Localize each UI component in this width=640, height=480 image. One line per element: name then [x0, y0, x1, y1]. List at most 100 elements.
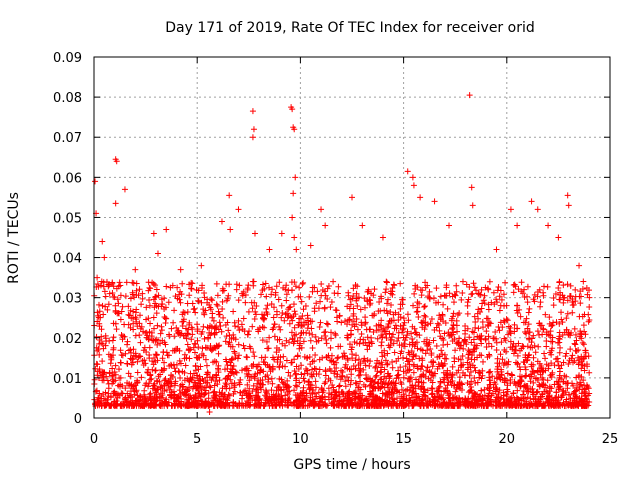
data-point	[544, 390, 551, 397]
data-point	[406, 375, 413, 382]
data-point	[575, 359, 582, 366]
data-point	[249, 323, 256, 330]
data-point	[245, 331, 252, 338]
data-point	[386, 344, 393, 351]
data-point	[191, 395, 198, 402]
data-point	[416, 355, 423, 362]
data-point	[334, 318, 341, 325]
data-point	[560, 282, 567, 289]
data-point	[400, 315, 407, 322]
data-point	[505, 331, 512, 338]
data-point	[450, 321, 457, 328]
data-point	[223, 297, 230, 304]
data-point	[530, 332, 537, 339]
data-point	[454, 328, 461, 335]
data-point	[470, 336, 477, 343]
data-point	[493, 347, 500, 354]
data-point	[206, 383, 213, 390]
data-point	[369, 377, 376, 384]
data-point	[221, 391, 228, 398]
data-point	[374, 335, 381, 342]
data-point	[99, 340, 106, 347]
data-point	[422, 350, 429, 357]
data-point	[520, 319, 527, 326]
data-point	[192, 398, 199, 405]
data-point	[429, 372, 436, 379]
data-point	[519, 343, 526, 350]
data-point	[373, 372, 380, 379]
data-point	[581, 311, 588, 318]
data-point	[157, 384, 164, 391]
data-point	[117, 316, 124, 323]
data-point	[542, 355, 549, 362]
data-point	[215, 350, 222, 357]
data-point	[335, 283, 342, 290]
data-point	[121, 186, 128, 193]
data-point	[272, 291, 279, 298]
data-point	[580, 341, 587, 348]
data-point	[187, 392, 194, 399]
data-point	[112, 302, 119, 309]
data-point	[452, 292, 459, 299]
data-point	[586, 369, 593, 376]
data-point	[563, 315, 570, 322]
data-point	[490, 384, 497, 391]
data-point	[494, 386, 501, 393]
data-point	[116, 375, 123, 382]
data-point	[246, 377, 253, 384]
data-point	[414, 304, 421, 311]
data-point	[358, 330, 365, 337]
data-point	[395, 367, 402, 374]
data-point	[555, 384, 562, 391]
data-point	[471, 313, 478, 320]
data-point	[112, 362, 119, 369]
data-point	[560, 299, 567, 306]
data-point	[278, 387, 285, 394]
data-point	[572, 331, 579, 338]
data-point	[394, 338, 401, 344]
data-point	[530, 354, 537, 361]
data-point	[440, 399, 447, 406]
data-point	[423, 340, 430, 347]
data-point	[572, 347, 579, 354]
data-point	[369, 312, 376, 319]
data-point	[355, 372, 362, 379]
data-point	[446, 222, 453, 229]
data-point	[325, 283, 332, 290]
data-point	[119, 390, 126, 397]
data-point	[562, 389, 569, 396]
data-point	[308, 325, 315, 332]
data-point	[266, 284, 273, 291]
data-point	[189, 300, 196, 307]
data-point	[408, 348, 415, 355]
data-point	[419, 324, 426, 331]
data-point	[356, 340, 363, 347]
data-point	[471, 390, 478, 397]
data-point	[370, 328, 377, 335]
data-point	[276, 323, 283, 330]
data-point	[270, 324, 277, 331]
data-point	[389, 358, 396, 365]
data-point	[205, 395, 212, 402]
data-point	[412, 393, 419, 400]
data-point	[367, 390, 374, 397]
data-point	[168, 372, 175, 379]
data-point	[347, 381, 354, 388]
data-point	[242, 387, 249, 394]
data-point	[296, 401, 303, 408]
data-point	[447, 378, 454, 385]
data-point	[236, 282, 243, 289]
data-point	[103, 338, 110, 345]
data-point	[493, 385, 500, 392]
data-point	[401, 393, 408, 400]
data-point	[411, 290, 418, 297]
data-point	[417, 401, 424, 408]
data-point	[155, 373, 162, 380]
data-point	[306, 330, 313, 337]
data-point	[221, 366, 228, 373]
data-point	[101, 288, 108, 295]
data-point	[100, 279, 107, 286]
data-point	[244, 381, 251, 388]
data-point	[227, 359, 234, 366]
data-point	[266, 334, 273, 341]
